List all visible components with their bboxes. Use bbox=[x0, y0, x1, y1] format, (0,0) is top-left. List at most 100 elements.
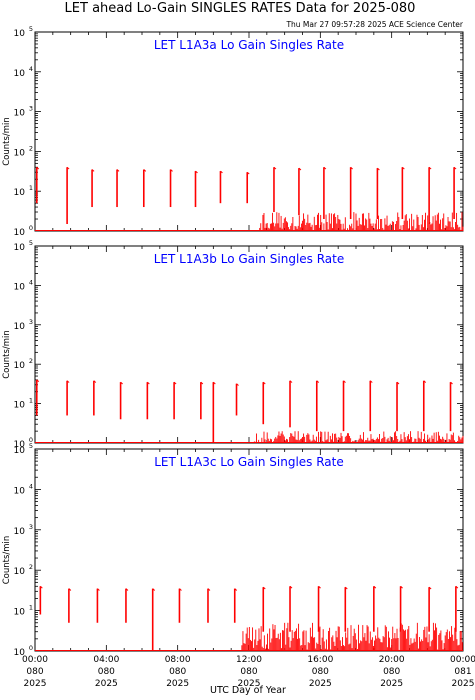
spike-cap bbox=[262, 381, 266, 385]
y-tick-exponent: 2 bbox=[29, 563, 33, 571]
series-group bbox=[35, 585, 463, 651]
plot-frame bbox=[34, 31, 464, 232]
spike-cap bbox=[402, 166, 405, 170]
spike-cap bbox=[195, 170, 198, 174]
spike-cap bbox=[125, 588, 129, 591]
spike-cap bbox=[453, 166, 457, 170]
y-tick-label: 10 bbox=[14, 486, 26, 496]
y-tick-label: 10 bbox=[14, 440, 26, 450]
y-tick-exponent: 0 bbox=[29, 644, 33, 652]
y-tick-label: 10 bbox=[14, 608, 26, 618]
spike-cap bbox=[344, 586, 348, 590]
y-tick-label: 10 bbox=[14, 69, 26, 79]
y-tick-exponent: 4 bbox=[29, 65, 33, 73]
spike-cap bbox=[147, 381, 150, 385]
spike-cap bbox=[373, 585, 377, 589]
spike-cap bbox=[318, 585, 321, 589]
y-tick-exponent: 1 bbox=[29, 397, 33, 405]
spike-cap bbox=[173, 381, 177, 385]
spike-cap bbox=[220, 170, 223, 174]
spike-cap bbox=[262, 586, 266, 590]
spike-cap bbox=[234, 588, 238, 591]
y-tick-label: 10 bbox=[14, 282, 26, 292]
y-tick-label: 10 bbox=[14, 567, 26, 577]
spike-cap bbox=[316, 380, 320, 383]
y-tick-exponent: 1 bbox=[29, 604, 33, 612]
x-tick-label: 00:00 bbox=[22, 655, 48, 665]
y-tick-label: 10 bbox=[14, 228, 26, 238]
spike-cap bbox=[152, 588, 156, 591]
x-tick-label: 2025 bbox=[452, 679, 475, 689]
spike-cap bbox=[207, 588, 211, 591]
y-tick-exponent: 3 bbox=[29, 318, 33, 326]
x-tick-label: 080 bbox=[26, 667, 43, 677]
y-tick-label: 10 bbox=[14, 188, 26, 198]
spike-cap bbox=[91, 169, 95, 172]
y-tick-exponent: 1 bbox=[29, 184, 33, 192]
spike-cap bbox=[298, 167, 302, 171]
spike-cap bbox=[289, 380, 293, 383]
panel-title: LET L1A3b Lo Gain Singles Rate bbox=[154, 252, 345, 266]
spike-cap bbox=[143, 169, 147, 172]
spike-cap bbox=[120, 381, 123, 385]
x-tick-label: 00:00 bbox=[450, 655, 475, 665]
spike-cap bbox=[423, 380, 427, 383]
series-group bbox=[35, 166, 464, 231]
spike-cap bbox=[179, 588, 182, 591]
y-tick-exponent: 4 bbox=[29, 482, 33, 490]
x-tick-label: 16:00 bbox=[307, 655, 333, 665]
y-axis-label: Counts/min bbox=[2, 536, 12, 585]
panel-title: LET L1A3a Lo Gain Singles Rate bbox=[154, 38, 344, 52]
spike-cap bbox=[323, 166, 327, 170]
spike-cap bbox=[343, 380, 346, 383]
spike-cap bbox=[377, 167, 380, 171]
y-tick-label: 10 bbox=[14, 401, 26, 411]
y-tick-label: 10 bbox=[14, 648, 26, 658]
figure-title: LET ahead Lo-Gain SINGLES RATES Data for… bbox=[65, 1, 416, 16]
x-tick-label: 2025 bbox=[309, 679, 332, 689]
spike-cap bbox=[36, 166, 40, 170]
series-group bbox=[35, 379, 464, 443]
plot-frame bbox=[34, 245, 464, 444]
y-tick-exponent: 0 bbox=[29, 436, 33, 444]
spike-cap bbox=[40, 585, 43, 589]
y-axis-label: Counts/min bbox=[2, 117, 12, 166]
spike-cap bbox=[200, 381, 204, 385]
y-tick-label: 10 bbox=[14, 148, 26, 158]
spike-cap bbox=[36, 379, 40, 383]
x-tick-label: 080 bbox=[98, 667, 115, 677]
spike-cap bbox=[350, 166, 353, 170]
x-tick-label: 081 bbox=[454, 667, 471, 677]
spike-cap bbox=[236, 383, 239, 386]
spike-cap bbox=[289, 585, 293, 589]
spike-cap bbox=[66, 166, 70, 170]
spike-cap bbox=[428, 586, 432, 590]
timestamp: Thu Mar 27 09:57:28 2025 ACE Science Cen… bbox=[285, 20, 463, 29]
x-tick-label: 04:00 bbox=[93, 655, 119, 665]
x-tick-label: 2025 bbox=[380, 679, 403, 689]
spike-cap bbox=[66, 380, 70, 383]
y-tick-label: 10 bbox=[14, 527, 26, 537]
y-axis-label: Counts/min bbox=[2, 330, 12, 379]
y-tick-label: 10 bbox=[14, 29, 26, 39]
plot-frame bbox=[34, 448, 464, 652]
spike-cap bbox=[68, 588, 72, 591]
spike-cap bbox=[450, 381, 453, 385]
spike-cap bbox=[428, 166, 432, 170]
spike-cap bbox=[396, 381, 400, 385]
x-tick-label: 080 bbox=[169, 667, 186, 677]
y-tick-exponent: 2 bbox=[29, 144, 33, 152]
spike-cap bbox=[97, 588, 100, 591]
x-tick-label: 08:00 bbox=[165, 655, 191, 665]
spike-cap bbox=[246, 171, 250, 175]
spike-cap bbox=[273, 166, 277, 170]
y-tick-label: 10 bbox=[14, 446, 26, 456]
spike-cap bbox=[116, 169, 120, 172]
x-tick-label: 2025 bbox=[238, 679, 261, 689]
y-tick-label: 10 bbox=[14, 243, 26, 253]
y-tick-exponent: 5 bbox=[29, 442, 33, 450]
